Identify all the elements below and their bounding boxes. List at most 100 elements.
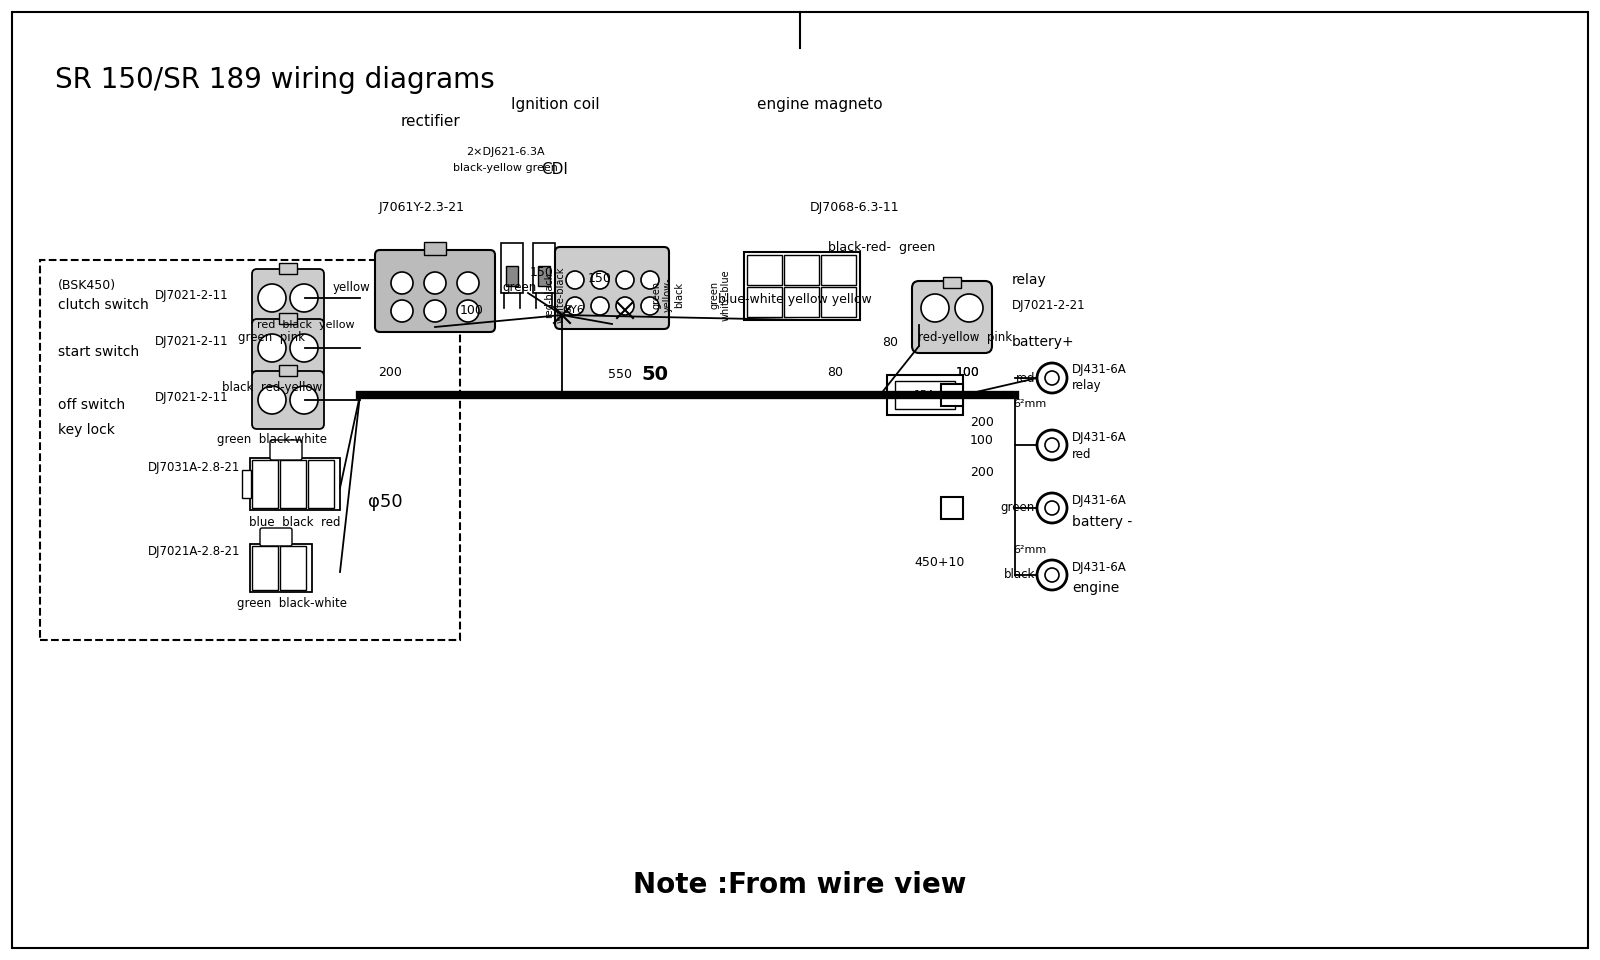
Text: φ50: φ50	[368, 493, 402, 511]
Text: 550: 550	[608, 368, 632, 380]
Text: battery -: battery -	[1072, 515, 1133, 529]
Text: 200: 200	[378, 366, 402, 378]
Bar	[821, 255, 856, 285]
Text: DJ431-6A: DJ431-6A	[1072, 364, 1126, 376]
Text: 50: 50	[642, 365, 669, 383]
FancyBboxPatch shape	[555, 247, 669, 329]
Text: red: red	[1072, 447, 1091, 461]
FancyBboxPatch shape	[253, 371, 323, 429]
Text: 6²mm: 6²mm	[1013, 545, 1046, 555]
Text: J7061Y-2.3-21: J7061Y-2.3-21	[379, 202, 466, 214]
Text: red-yellow  pink: red-yellow pink	[918, 331, 1013, 345]
Bar	[250, 458, 339, 510]
Circle shape	[616, 297, 634, 315]
Bar	[307, 460, 334, 508]
Circle shape	[258, 284, 286, 312]
Text: 2×DJ621-6.3A: 2×DJ621-6.3A	[466, 147, 544, 157]
Circle shape	[458, 272, 478, 294]
Text: DJ431-6A: DJ431-6A	[1072, 561, 1126, 573]
Text: blue-white yellow yellow: blue-white yellow yellow	[718, 294, 872, 306]
Text: green  black-white: green black-white	[237, 597, 347, 611]
Circle shape	[290, 334, 318, 362]
Text: black: black	[1003, 568, 1035, 582]
Bar	[533, 243, 555, 293]
Bar	[942, 277, 962, 288]
Text: rectifier: rectifier	[400, 114, 459, 130]
Text: engine magneto: engine magneto	[757, 98, 883, 112]
Text: yellow: yellow	[333, 281, 370, 295]
Bar	[941, 384, 963, 406]
Circle shape	[258, 334, 286, 362]
Circle shape	[590, 297, 610, 315]
FancyBboxPatch shape	[253, 269, 323, 327]
Bar	[280, 546, 306, 590]
Bar	[506, 266, 518, 286]
Bar	[941, 497, 963, 519]
Bar	[253, 460, 278, 508]
Text: DJ7021-2-11: DJ7021-2-11	[155, 289, 229, 301]
Text: 200: 200	[970, 466, 994, 478]
Bar	[250, 544, 312, 592]
Text: red-black
white-black: red-black white-black	[544, 267, 566, 324]
Bar	[747, 287, 782, 317]
Text: relay: relay	[1072, 379, 1102, 393]
Text: DJ7021A-2.8-21: DJ7021A-2.8-21	[147, 545, 240, 559]
Circle shape	[566, 297, 584, 315]
Text: black  red-yellow: black red-yellow	[222, 381, 322, 395]
Bar	[784, 287, 819, 317]
Text: key lock: key lock	[58, 423, 115, 437]
Bar	[40, 260, 461, 640]
Circle shape	[1045, 568, 1059, 582]
Text: DJ7021-2-11: DJ7021-2-11	[155, 335, 229, 348]
Text: 450+10: 450+10	[915, 556, 965, 568]
Text: CDI: CDI	[541, 162, 568, 178]
Circle shape	[1037, 430, 1067, 460]
Text: green: green	[1000, 501, 1035, 515]
Bar	[886, 375, 963, 415]
Circle shape	[390, 272, 413, 294]
Circle shape	[390, 300, 413, 322]
Text: DJ7021-2-11: DJ7021-2-11	[155, 392, 229, 404]
FancyBboxPatch shape	[270, 440, 302, 460]
Text: start switch: start switch	[58, 345, 139, 359]
Circle shape	[1045, 371, 1059, 385]
Circle shape	[1037, 560, 1067, 590]
Text: 100: 100	[461, 303, 483, 317]
Text: Note :From wire view: Note :From wire view	[634, 871, 966, 899]
Bar	[278, 313, 298, 324]
Text: battery+: battery+	[1011, 335, 1075, 349]
Text: DJ431-6A: DJ431-6A	[1072, 493, 1126, 507]
Circle shape	[616, 271, 634, 289]
Text: 80: 80	[827, 366, 843, 378]
Text: SR 150/SR 189 wiring diagrams: SR 150/SR 189 wiring diagrams	[54, 66, 494, 94]
Circle shape	[642, 297, 659, 315]
Circle shape	[458, 300, 478, 322]
Text: engine: engine	[1072, 581, 1120, 595]
FancyBboxPatch shape	[253, 319, 323, 377]
Text: clutch switch: clutch switch	[58, 298, 149, 312]
Bar	[821, 287, 856, 317]
Circle shape	[642, 271, 659, 289]
Text: 100: 100	[957, 366, 979, 378]
Circle shape	[290, 386, 318, 414]
Bar	[501, 243, 523, 293]
Text: DJ7021-2-21: DJ7021-2-21	[1011, 299, 1086, 311]
Circle shape	[424, 300, 446, 322]
Text: red  black  yellow: red black yellow	[258, 320, 355, 330]
Text: Ignition coil: Ignition coil	[510, 98, 600, 112]
Text: 150: 150	[589, 272, 611, 284]
Circle shape	[1037, 363, 1067, 393]
Circle shape	[1045, 501, 1059, 515]
Bar	[253, 546, 278, 590]
Text: 150: 150	[530, 266, 554, 278]
Bar	[784, 255, 819, 285]
Text: 200: 200	[970, 416, 994, 428]
Circle shape	[424, 272, 446, 294]
Text: (BSK450): (BSK450)	[58, 278, 117, 292]
FancyBboxPatch shape	[912, 281, 992, 353]
Circle shape	[258, 386, 286, 414]
Text: 15A: 15A	[914, 390, 936, 400]
Text: green
white-blue: green white-blue	[709, 269, 731, 321]
Circle shape	[955, 294, 982, 322]
Text: 100: 100	[970, 434, 994, 446]
